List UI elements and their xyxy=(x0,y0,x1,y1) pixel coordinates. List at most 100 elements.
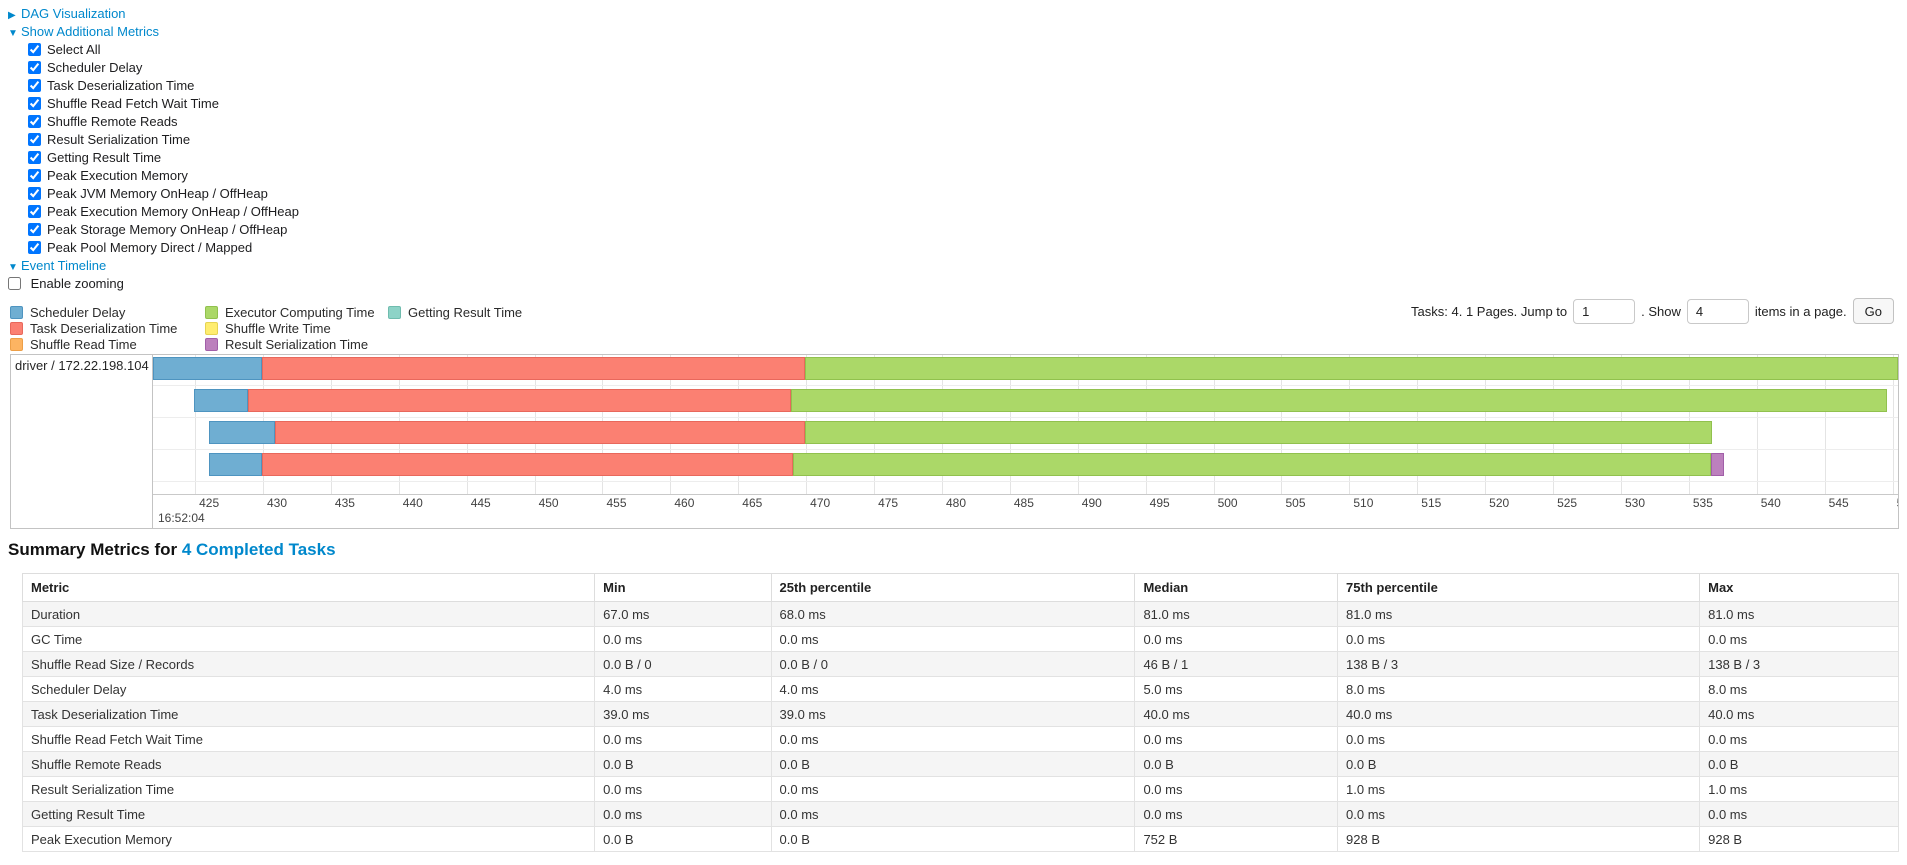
timeline-tick-label: 465 xyxy=(742,496,763,510)
legend-label: Scheduler Delay xyxy=(30,305,126,320)
metric-value-cell: 138 B / 3 xyxy=(1337,651,1701,677)
metric-checkbox-label: Peak Pool Memory Direct / Mapped xyxy=(47,240,253,255)
metric-name-cell: Getting Result Time xyxy=(21,801,596,827)
timeline-tick-label: 500 xyxy=(1217,496,1238,510)
task-bar-segment-executor-computing[interactable] xyxy=(804,357,1898,380)
summary-metrics-heading: Summary Metrics for 4 Completed Tasks xyxy=(8,540,336,560)
metric-value-cell: 39.0 ms xyxy=(770,701,1136,727)
timeline-tick-label: 440 xyxy=(402,496,423,510)
metric-checkbox[interactable] xyxy=(28,115,41,128)
metric-name-cell: GC Time xyxy=(21,626,596,652)
table-row: Scheduler Delay 4.0 ms 4.0 ms 5.0 ms 8.0 ms 8… xyxy=(21,676,1899,702)
task-bar-segment-result-serialization[interactable] xyxy=(1710,453,1725,476)
timeline-tick-label: 485 xyxy=(1013,496,1034,510)
task-bar-segment-scheduler-delay[interactable] xyxy=(208,453,262,476)
metric-value-cell: 1.0 ms xyxy=(1699,776,1899,802)
timeline-gridline xyxy=(1756,355,1758,494)
metric-checkbox-row: Peak Pool Memory Direct / Mapped xyxy=(28,239,299,257)
metric-value-cell: 68.0 ms xyxy=(770,601,1136,627)
metric-checkbox[interactable] xyxy=(28,133,41,146)
metric-value-cell: 0.0 B / 0 xyxy=(594,651,772,677)
metric-value-cell: 4.0 ms xyxy=(594,676,772,702)
task-bar-segment-executor-computing[interactable] xyxy=(804,421,1712,444)
metric-checkbox[interactable] xyxy=(28,169,41,182)
event-timeline-label: Event Timeline xyxy=(21,258,107,273)
metric-name-cell: Duration xyxy=(21,601,596,627)
metric-checkbox-label: Shuffle Remote Reads xyxy=(47,114,178,129)
metric-checkbox[interactable] xyxy=(28,187,41,200)
metric-checkbox[interactable] xyxy=(28,61,41,74)
table-row: Shuffle Read Fetch Wait Time 0.0 ms 0.0 ms… xyxy=(21,726,1899,752)
timeline-legend: Scheduler Delay Task Deserialization Time… xyxy=(10,305,522,353)
task-bar-segment-task-deserialization[interactable] xyxy=(248,389,792,412)
metric-value-cell: 67.0 ms xyxy=(594,601,772,627)
task-bar-segment-scheduler-delay[interactable] xyxy=(193,389,249,412)
show-additional-metrics-label: Show Additional Metrics xyxy=(21,24,160,39)
summary-column-header: Median xyxy=(1134,573,1339,602)
task-bar-segment-task-deserialization[interactable] xyxy=(261,357,805,380)
timeline-tick-label: 550 xyxy=(1897,496,1898,510)
timeline-tick-label: 430 xyxy=(266,496,288,510)
legend-label: Task Deserialization Time xyxy=(30,321,178,336)
metric-value-cell: 0.0 B xyxy=(1699,751,1899,777)
go-button[interactable]: Go xyxy=(1852,298,1894,324)
task-bar-segment-task-deserialization[interactable] xyxy=(261,453,793,476)
metric-checkbox-row: Shuffle Remote Reads xyxy=(28,113,299,131)
show-additional-metrics-toggle[interactable]: ▼ Show Additional Metrics xyxy=(8,23,299,41)
metric-checkbox[interactable] xyxy=(28,43,41,56)
timeline-tick-label: 515 xyxy=(1421,496,1442,510)
legend-swatch-icon xyxy=(205,338,218,351)
timeline-row-separator xyxy=(153,385,1898,386)
metric-value-cell: 0.0 ms xyxy=(770,726,1136,752)
task-bar-segment-executor-computing[interactable] xyxy=(792,453,1711,476)
metric-checkbox[interactable] xyxy=(28,151,41,164)
metric-value-cell: 0.0 ms xyxy=(594,726,772,752)
task-bar-segment-scheduler-delay[interactable] xyxy=(208,421,276,444)
metric-checkbox[interactable] xyxy=(28,205,41,218)
metric-value-cell: 928 B xyxy=(1337,826,1701,852)
timeline-row-separator xyxy=(153,449,1898,450)
metric-value-cell: 1.0 ms xyxy=(1337,776,1701,802)
metric-checkbox[interactable] xyxy=(28,223,41,236)
jump-to-page-input[interactable] xyxy=(1573,298,1636,324)
items-per-page-input[interactable] xyxy=(1686,298,1749,324)
metric-name-cell: Shuffle Read Size / Records xyxy=(21,651,596,677)
legend-label: Executor Computing Time xyxy=(225,305,375,320)
metric-value-cell: 0.0 ms xyxy=(1134,776,1339,802)
metric-value-cell: 0.0 ms xyxy=(770,776,1136,802)
pagination-items-text: items in a page. xyxy=(1754,303,1847,319)
metric-name-cell: Result Serialization Time xyxy=(21,776,596,802)
metric-checkbox[interactable] xyxy=(28,97,41,110)
enable-zooming-checkbox[interactable] xyxy=(8,277,21,290)
metric-checkbox-row: Select All xyxy=(28,41,299,59)
metric-checkbox-label: Peak Execution Memory OnHeap / OffHeap xyxy=(47,204,299,219)
metric-checkbox[interactable] xyxy=(28,79,41,92)
metric-checkbox-label: Peak Storage Memory OnHeap / OffHeap xyxy=(47,222,288,237)
timeline-tick-label: 425 xyxy=(199,496,220,510)
metric-name-cell: Task Deserialization Time xyxy=(21,701,596,727)
metric-value-cell: 0.0 ms xyxy=(1134,626,1339,652)
dag-visualization-toggle[interactable]: ▶ DAG Visualization xyxy=(8,5,299,23)
task-bar-segment-scheduler-delay[interactable] xyxy=(153,357,262,380)
summary-table-body: Duration 67.0 ms 68.0 ms 81.0 ms 81.0 ms 81.0… xyxy=(21,601,1899,852)
metric-value-cell: 46 B / 1 xyxy=(1134,651,1339,677)
metric-checkbox-label: Scheduler Delay xyxy=(47,60,143,75)
metric-value-cell: 0.0 B xyxy=(594,751,772,777)
metric-value-cell: 81.0 ms xyxy=(1134,601,1339,627)
task-bar-segment-executor-computing[interactable] xyxy=(791,389,1888,412)
task-bar-segment-task-deserialization[interactable] xyxy=(275,421,805,444)
metric-checkbox-row: Shuffle Read Fetch Wait Time xyxy=(28,95,299,113)
event-timeline-toggle[interactable]: ▼ Event Timeline xyxy=(8,257,299,275)
timeline-tick-label: 450 xyxy=(538,496,559,510)
metric-name-cell: Scheduler Delay xyxy=(21,676,596,702)
legend-label: Getting Result Time xyxy=(408,305,523,320)
timeline-tick-label: 495 xyxy=(1149,496,1170,510)
legend-item: Shuffle Read Time xyxy=(10,337,205,353)
completed-tasks-link[interactable]: 4 Completed Tasks xyxy=(181,540,336,559)
metric-checkbox-row: Peak Storage Memory OnHeap / OffHeap xyxy=(28,221,299,239)
metric-checkbox-row: Result Serialization Time xyxy=(28,131,299,149)
legend-item: Shuffle Write Time xyxy=(205,321,388,337)
metric-value-cell: 0.0 B xyxy=(1337,751,1701,777)
legend-column: Executor Computing Time Shuffle Write Tim… xyxy=(205,305,388,353)
metric-checkbox[interactable] xyxy=(28,241,41,254)
